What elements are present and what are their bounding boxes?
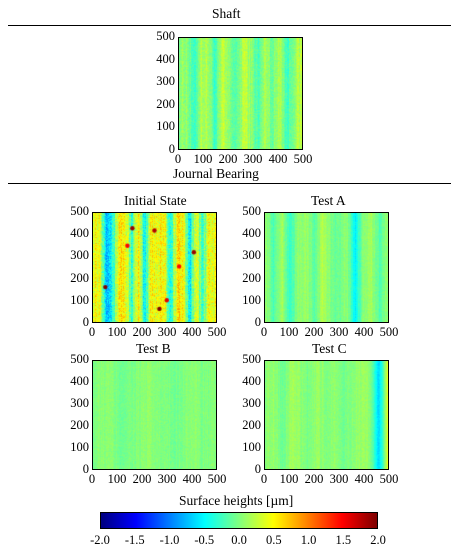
test-b-y-tick: 300 (70, 396, 89, 410)
colorbar-tick-label: 0.5 (265, 533, 282, 547)
test-a-x-tick: 100 (279, 325, 299, 339)
shaft-y-tick: 500 (156, 29, 175, 43)
test-b-x-tick: 0 (88, 472, 96, 486)
colorbar-tick-label: -1.0 (159, 533, 180, 547)
test-c-y-tick: 400 (242, 374, 261, 388)
test-c-x-tick: 500 (379, 472, 399, 486)
initial-state-y-tick: 500 (70, 204, 89, 218)
shaft-y-tick: 100 (156, 119, 175, 134)
bearing-section-title: Journal Bearing (173, 166, 259, 181)
shaft-y-tick: 0 (168, 142, 175, 156)
test-b-y-tick: 0 (82, 462, 89, 476)
initial-state-y-tick: 100 (70, 292, 89, 307)
initial-state-heatmap (92, 212, 217, 323)
test-c-panel-title: Test C (312, 341, 347, 356)
test-b-y-tick: 200 (70, 418, 89, 432)
test-c-x-tick: 400 (354, 472, 374, 486)
test-a-y-tick: 300 (242, 248, 261, 263)
test-a-y-tick: 400 (242, 226, 261, 241)
test-c-y-tick: 500 (242, 352, 261, 366)
initial-state-y-tick: 400 (70, 226, 89, 241)
test-a-x-tick: 0 (260, 325, 268, 339)
colorbar-tick-label: 0.0 (231, 533, 247, 547)
colorbar-tick-label: -0.5 (194, 533, 215, 547)
colorbar-label: Surface heights [µm] (179, 493, 294, 508)
shaft-x-tick: 300 (243, 152, 263, 166)
test-a-y-tick: 500 (242, 204, 261, 218)
test-b-panel-title: Test B (136, 341, 171, 356)
test-b-x-tick: 200 (132, 472, 152, 486)
test-a-y-tick: 200 (242, 270, 261, 285)
initial-state-y-tick: 200 (70, 270, 89, 285)
test-c-x-tick: 200 (304, 472, 324, 486)
test-b-heatmap (92, 360, 217, 470)
test-a-x-tick: 400 (354, 325, 374, 339)
shaft-x-tick: 200 (218, 152, 238, 166)
initial-state-x-tick: 100 (107, 325, 127, 339)
colorbar-tick-label: -1.5 (124, 533, 145, 547)
shaft-y-tick: 400 (156, 51, 175, 66)
initial-state-x-tick: 400 (182, 325, 202, 339)
test-a-x-tick: 300 (329, 325, 349, 339)
test-a-x-tick: 500 (379, 325, 399, 339)
colorbar-tick-label: 1.0 (300, 533, 317, 547)
bearing-divider (8, 183, 451, 184)
initial-state-x-tick: 300 (157, 325, 177, 339)
test-c-x-tick: 300 (329, 472, 349, 486)
shaft-y-tick: 200 (156, 96, 175, 111)
colorbar-tick-label: 2.0 (370, 533, 386, 547)
colorbar (100, 512, 378, 529)
test-c-x-tick: 100 (279, 472, 299, 486)
test-b-x-tick: 100 (107, 472, 127, 486)
colorbar-tick-label: 1.5 (335, 533, 352, 547)
test-c-y-tick: 100 (242, 440, 261, 454)
shaft-x-tick: 100 (193, 152, 213, 166)
test-a-y-tick: 0 (254, 315, 261, 329)
initial-state-x-tick: 0 (88, 325, 96, 339)
shaft-y-tick: 300 (156, 74, 175, 89)
shaft-section-title: Shaft (212, 6, 241, 21)
shaft-x-tick: 0 (174, 152, 182, 166)
initial-state-panel-title: Initial State (124, 193, 187, 208)
test-c-heatmap (264, 360, 389, 470)
test-c-x-tick: 0 (260, 472, 268, 486)
test-b-x-tick: 400 (182, 472, 202, 486)
test-b-y-tick: 500 (70, 352, 89, 366)
test-b-x-tick: 500 (207, 472, 227, 486)
initial-state-x-tick: 200 (132, 325, 152, 339)
shaft-x-tick: 400 (268, 152, 288, 166)
test-a-heatmap (264, 212, 389, 323)
test-b-y-tick: 400 (70, 374, 89, 388)
test-a-y-tick: 100 (242, 292, 261, 307)
shaft-heatmap (178, 37, 303, 150)
shaft-divider (8, 25, 451, 26)
test-c-y-tick: 0 (254, 462, 261, 476)
test-b-y-tick: 100 (70, 440, 89, 454)
shaft-x-tick: 500 (293, 152, 313, 166)
test-b-x-tick: 300 (157, 472, 177, 486)
initial-state-y-tick: 0 (82, 315, 89, 329)
colorbar-tick-label: -2.0 (90, 533, 110, 547)
test-a-panel-title: Test A (311, 193, 346, 208)
initial-state-y-tick: 300 (70, 248, 89, 263)
initial-state-x-tick: 500 (207, 325, 227, 339)
test-c-y-tick: 200 (242, 418, 261, 432)
test-a-x-tick: 200 (304, 325, 324, 339)
test-c-y-tick: 300 (242, 396, 261, 410)
